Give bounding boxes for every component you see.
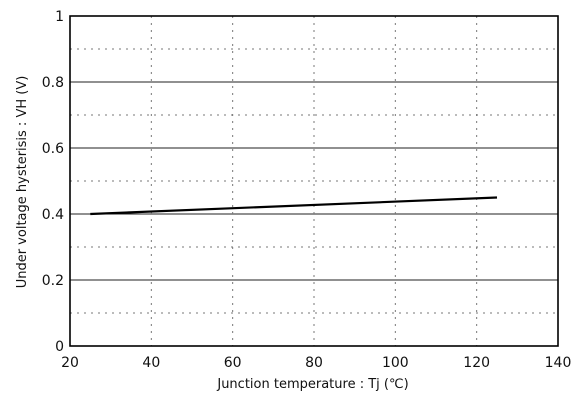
x-tick-label: 40: [142, 355, 160, 371]
series-line: [90, 196, 498, 216]
x-tick-label: 120: [463, 355, 490, 371]
y-tick-label: 0: [55, 339, 64, 355]
x-tick-label: 20: [61, 355, 79, 371]
x-tick-label: 100: [382, 355, 409, 371]
plot-frame: [69, 15, 559, 347]
y-tick-label: 0.6: [42, 141, 64, 157]
y-axis-label: Under voltage hysterisis : VH (V): [15, 76, 30, 289]
y-tick-label: 0.8: [42, 75, 64, 91]
y-tick-label: 0.2: [42, 273, 64, 289]
x-tick-label: 140: [545, 355, 572, 371]
x-tick-label: 80: [305, 355, 323, 371]
y-tick-label: 0.4: [42, 207, 64, 223]
y-tick-label: 1: [55, 9, 64, 25]
grid-layer: [70, 16, 558, 346]
series-layer: [90, 196, 498, 216]
x-axis-label: Junction temperature : Tj (℃): [216, 377, 408, 392]
x-tick-label: 60: [224, 355, 242, 371]
